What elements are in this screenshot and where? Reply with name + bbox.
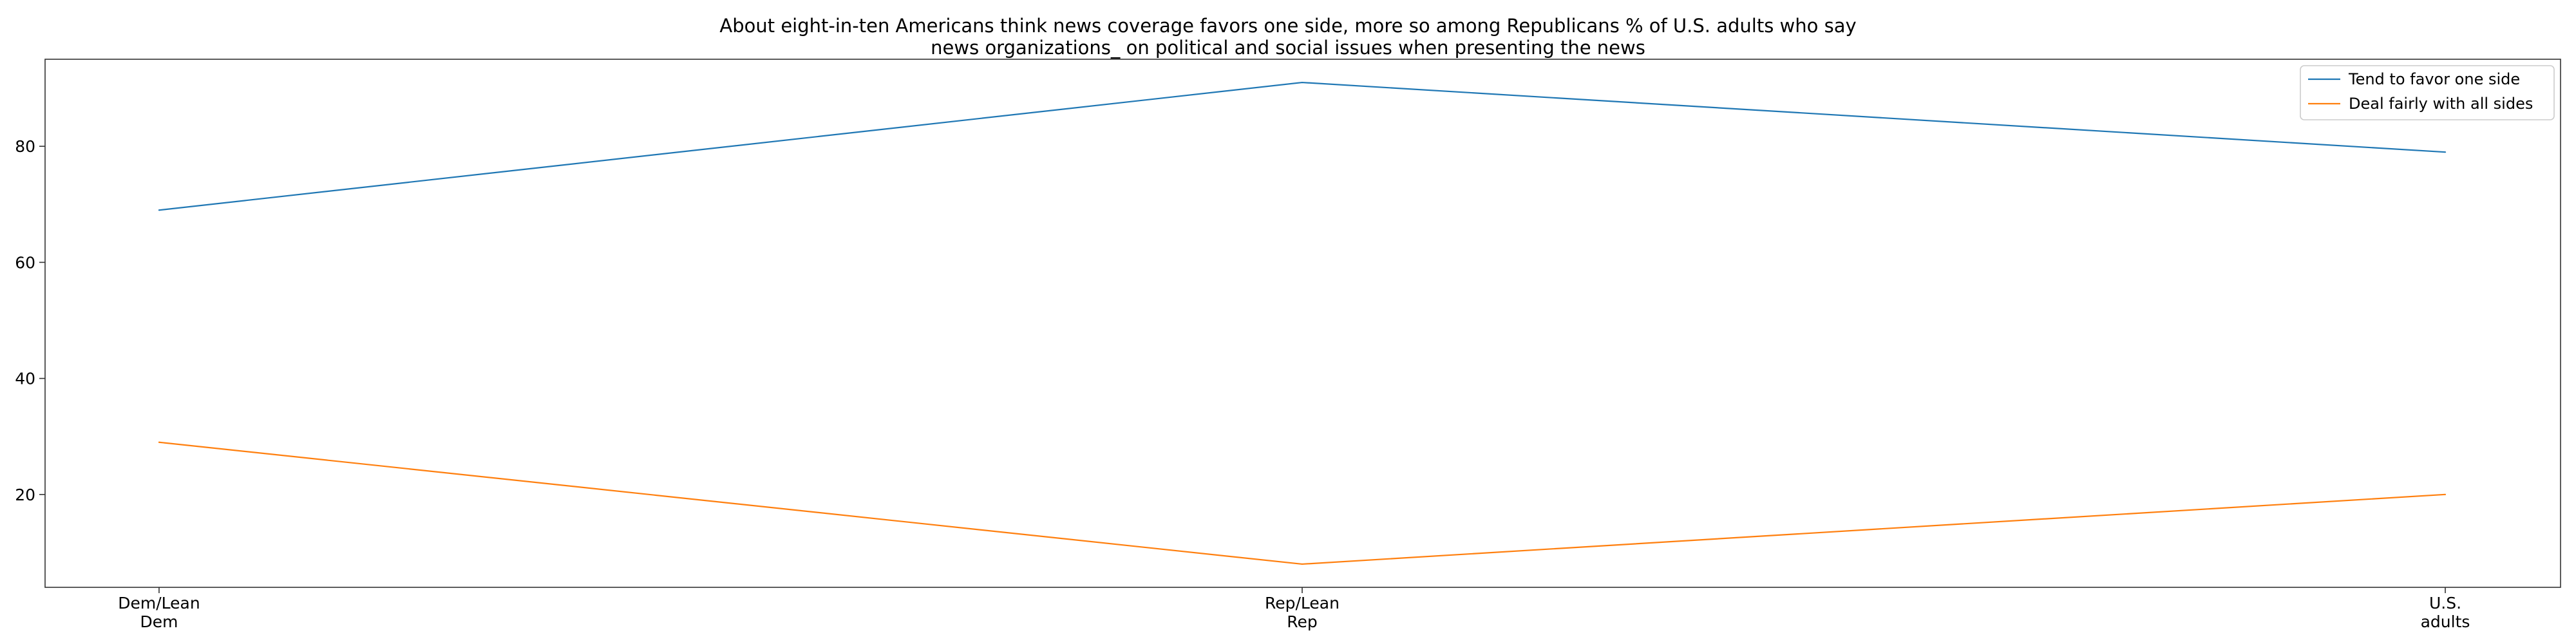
- legend: Tend to favor one side Deal fairly with …: [2300, 65, 2555, 120]
- x-tick-label: Dem: [140, 612, 178, 631]
- x-tick-label: Dem/Lean: [118, 594, 200, 612]
- plot-area: [44, 59, 2561, 588]
- x-tick-label: U.S.: [2429, 594, 2461, 612]
- series-line-2: [158, 441, 2446, 565]
- y-tick-label: 60: [15, 253, 35, 272]
- series-2-point: [1301, 563, 1303, 565]
- legend-label-series-2: Deal fairly with all sides: [2349, 95, 2533, 113]
- series-line-1: [158, 81, 2446, 211]
- series-1-point: [1301, 81, 1303, 84]
- legend-label-series-1: Tend to favor one side: [2348, 70, 2520, 88]
- series-1-point: [2444, 151, 2447, 153]
- series-2-point: [2444, 493, 2447, 495]
- series-1-point: [158, 209, 160, 211]
- x-tick-label: Rep/Lean: [1265, 594, 1340, 612]
- x-tick-label: adults: [2421, 612, 2470, 631]
- y-tick-label: 20: [15, 486, 35, 504]
- chart-title-line-1: About eight-in-ten Americans think news …: [719, 15, 1856, 37]
- x-tick-label: Rep: [1287, 612, 1318, 631]
- series-lines: [158, 81, 2447, 565]
- y-axis: 20 40 60 80: [15, 137, 45, 504]
- y-tick-label: 80: [15, 137, 35, 156]
- series-2-point: [158, 441, 160, 443]
- chart-title-line-2: news organizations_ on political and soc…: [931, 37, 1645, 59]
- legend-box: [2300, 65, 2555, 120]
- y-tick-label: 40: [15, 370, 35, 388]
